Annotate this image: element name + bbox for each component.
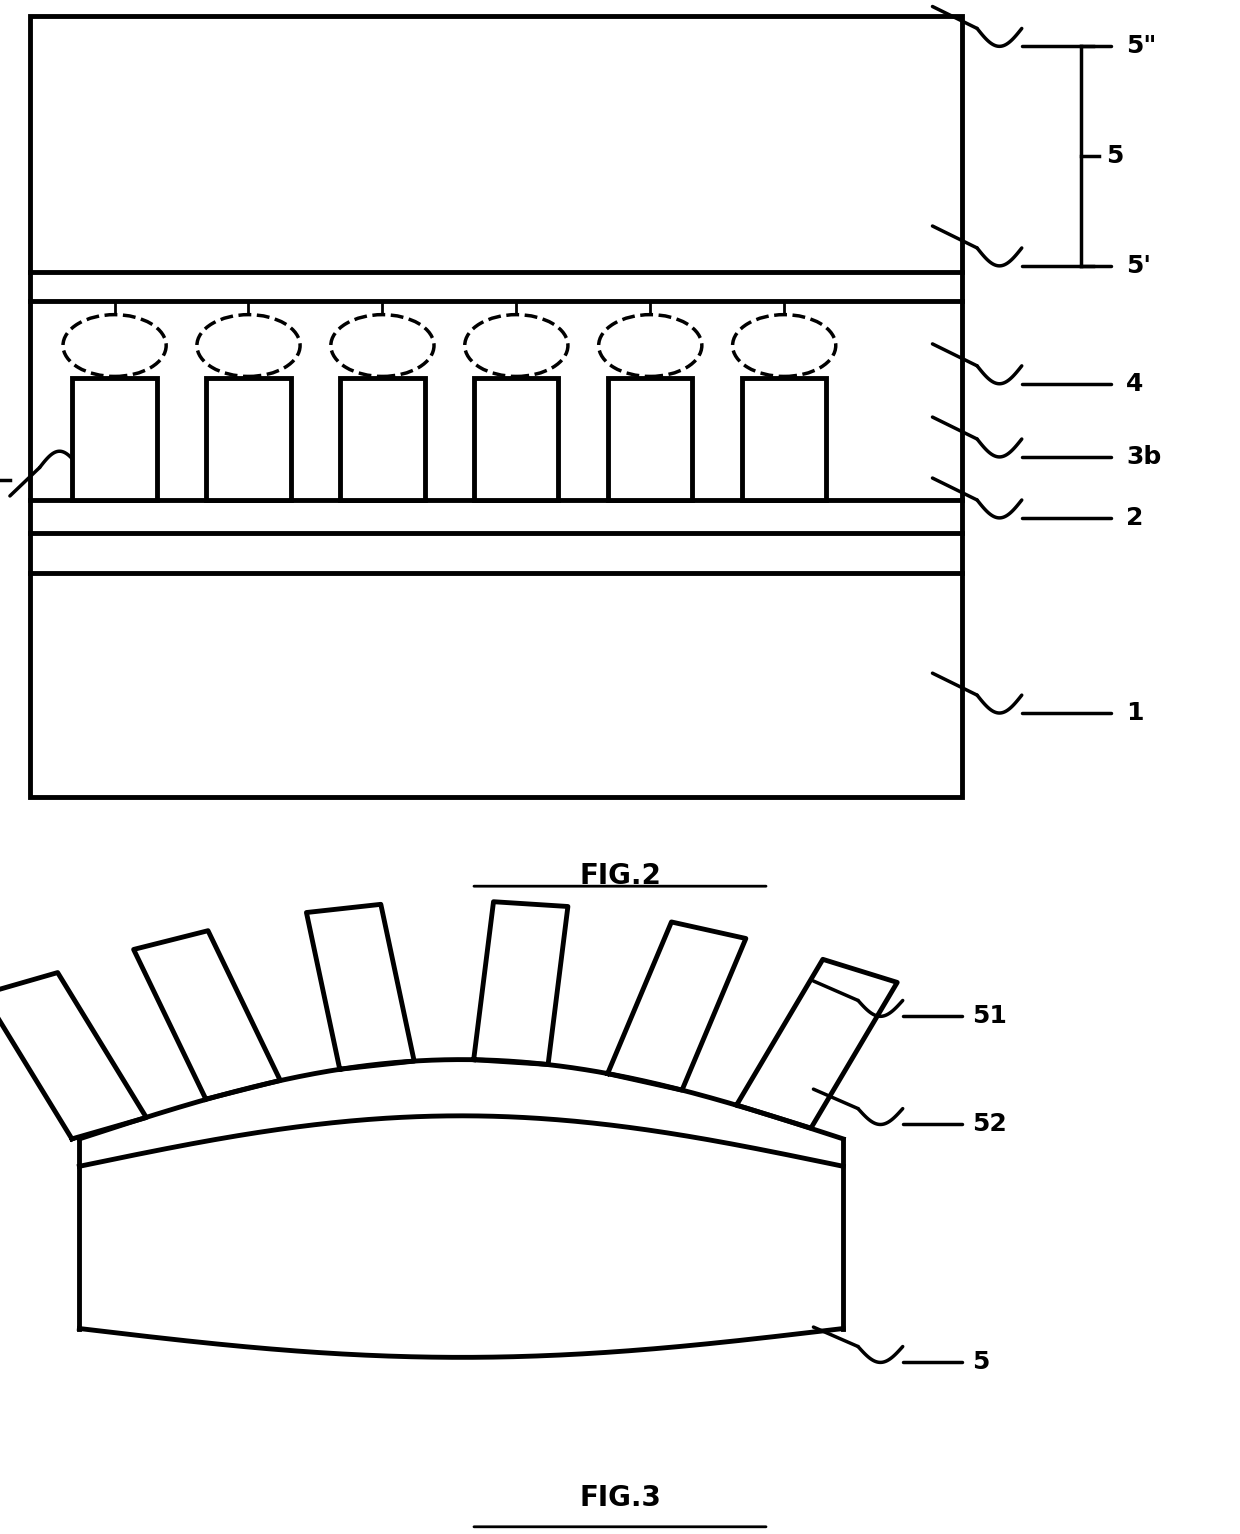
Bar — [72, 377, 156, 500]
Text: 5": 5" — [1126, 34, 1156, 58]
Text: FIG.2: FIG.2 — [579, 862, 661, 890]
Text: 51: 51 — [972, 1005, 1007, 1028]
Bar — [206, 377, 290, 500]
Bar — [340, 377, 424, 500]
Bar — [608, 377, 692, 500]
Text: 5: 5 — [972, 1350, 990, 1374]
Text: 5': 5' — [1126, 253, 1151, 278]
Text: 5: 5 — [1106, 144, 1123, 169]
Text: 4: 4 — [1126, 371, 1143, 396]
Text: 1: 1 — [1126, 701, 1143, 726]
Text: 3b: 3b — [1126, 445, 1161, 469]
Text: 2: 2 — [1126, 506, 1143, 529]
Bar — [30, 17, 962, 796]
Bar — [474, 377, 558, 500]
Text: FIG.3: FIG.3 — [579, 1485, 661, 1513]
Text: 52: 52 — [972, 1112, 1007, 1137]
Bar — [742, 377, 826, 500]
